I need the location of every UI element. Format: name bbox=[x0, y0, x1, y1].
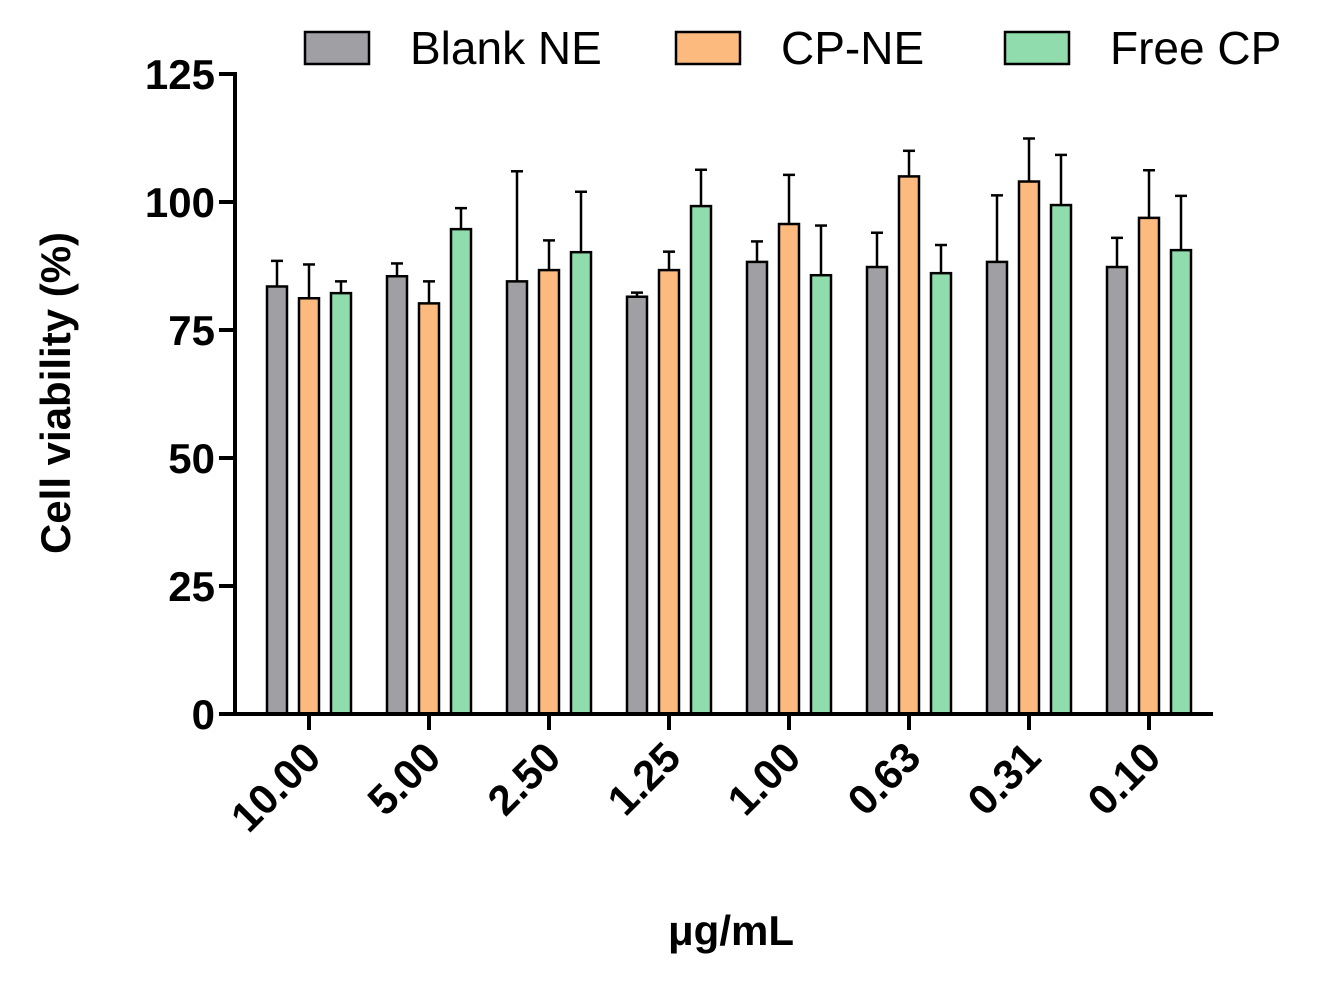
legend-label: CP-NE bbox=[781, 22, 924, 74]
y-tick-label: 25 bbox=[168, 563, 215, 610]
legend-swatch bbox=[1003, 30, 1071, 66]
legend-swatch bbox=[303, 30, 371, 66]
bar bbox=[505, 280, 529, 716]
bar bbox=[777, 222, 801, 716]
x-tick-label: 5.00 bbox=[358, 733, 449, 824]
bar bbox=[329, 291, 353, 716]
bar bbox=[809, 273, 833, 716]
bar bbox=[449, 227, 473, 716]
bar bbox=[1105, 265, 1129, 716]
bar bbox=[745, 260, 769, 716]
y-tick-label: 75 bbox=[168, 307, 215, 354]
x-tick-label: 0.31 bbox=[958, 733, 1049, 824]
x-tick-label: 2.50 bbox=[478, 733, 569, 824]
bar bbox=[689, 204, 713, 716]
legend: Blank NE CP-NE Free CP bbox=[303, 22, 1281, 74]
x-axis-title: μg/mL bbox=[668, 907, 794, 954]
bar bbox=[865, 265, 889, 716]
bar bbox=[297, 297, 321, 716]
bar bbox=[897, 175, 921, 716]
y-axis-title: Cell viability (%) bbox=[32, 232, 79, 554]
bar bbox=[417, 302, 441, 716]
y-tick-label: 125 bbox=[145, 51, 215, 98]
x-tick-label: 0.10 bbox=[1078, 733, 1169, 824]
bar bbox=[1049, 203, 1073, 716]
legend-swatch bbox=[674, 30, 742, 66]
y-tick-label: 100 bbox=[145, 179, 215, 226]
bars-layer bbox=[265, 137, 1193, 716]
bar bbox=[985, 260, 1009, 716]
y-tick-label: 0 bbox=[192, 691, 215, 738]
bar bbox=[657, 268, 681, 716]
bar bbox=[1137, 216, 1161, 716]
x-tick-label: 1.00 bbox=[718, 733, 809, 824]
x-tick-label: 0.63 bbox=[838, 733, 929, 824]
bar bbox=[1169, 248, 1193, 716]
bar bbox=[537, 268, 561, 716]
legend-label: Free CP bbox=[1110, 22, 1281, 74]
x-tick-label: 10.00 bbox=[222, 733, 330, 841]
bar bbox=[385, 274, 409, 716]
bar bbox=[1017, 180, 1041, 716]
y-tick-label: 50 bbox=[168, 435, 215, 482]
bar bbox=[929, 271, 953, 716]
bar bbox=[265, 285, 289, 716]
bar bbox=[625, 295, 649, 716]
x-tick-label: 1.25 bbox=[598, 733, 689, 824]
legend-label: Blank NE bbox=[410, 22, 602, 74]
bar bbox=[569, 250, 593, 716]
